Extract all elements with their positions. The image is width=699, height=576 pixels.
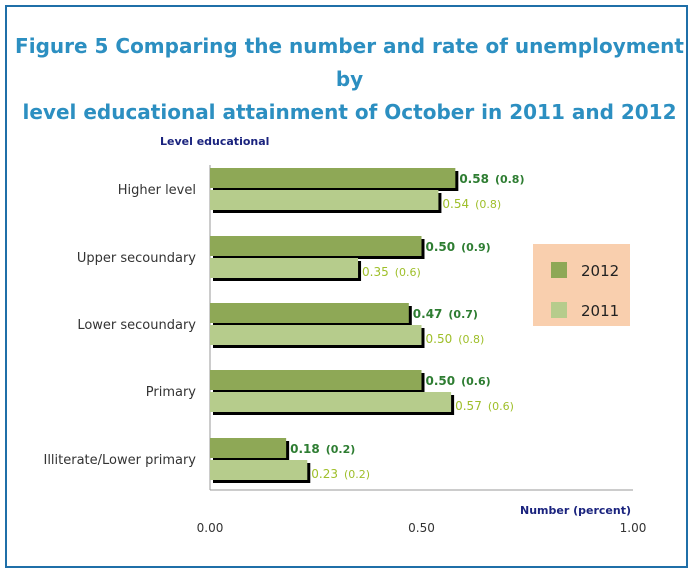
- value-label: 0.47: [413, 307, 443, 321]
- value-label: 0.18: [290, 442, 320, 456]
- data-label-2011: 0.50 (0.8): [426, 332, 485, 346]
- legend-swatch-2012: [551, 262, 567, 278]
- rate-label: (0.8): [495, 173, 525, 186]
- legend-label-2012: 2012: [581, 262, 619, 280]
- rate-label: (0.6): [461, 375, 491, 388]
- value-label: 0.54: [442, 197, 469, 211]
- data-label-2012: 0.50 (0.9): [426, 240, 491, 254]
- value-label: 0.57: [455, 399, 482, 413]
- value-label: 0.50: [426, 240, 456, 254]
- bar-2012: [210, 168, 456, 188]
- bar-2012: [210, 370, 422, 390]
- data-label-2011: 0.23 (0.2): [311, 467, 370, 481]
- legend-swatch-2011: [551, 302, 567, 318]
- data-label-2012: 0.58 (0.8): [459, 172, 524, 186]
- rate-label: (0.6): [488, 400, 514, 413]
- bar-2012: [210, 438, 287, 458]
- data-label-2011: 0.54 (0.8): [442, 197, 501, 211]
- rate-label: (0.8): [475, 198, 501, 211]
- rate-label: (0.8): [458, 333, 484, 346]
- data-label-2012: 0.47 (0.7): [413, 307, 478, 321]
- bar-2012: [210, 236, 422, 256]
- title-line-2: level educational attainment of October …: [22, 100, 677, 124]
- value-label: 0.35: [362, 265, 389, 279]
- data-label-2012: 0.18 (0.2): [290, 442, 355, 456]
- y-axis-title: Level educational: [160, 135, 269, 148]
- category-label: Primary: [146, 385, 197, 400]
- value-label: 0.50: [426, 374, 456, 388]
- data-label-2012: 0.50 (0.6): [426, 374, 491, 388]
- x-tick-label: 1.00: [620, 521, 647, 535]
- data-label-2011: 0.57 (0.6): [455, 399, 514, 413]
- rate-label: (0.9): [461, 241, 491, 254]
- data-label-2011: 0.35 (0.6): [362, 265, 421, 279]
- bar-2012: [210, 303, 409, 323]
- x-tick-label: 0.00: [197, 521, 224, 535]
- legend-label-2011: 2011: [581, 302, 619, 320]
- category-label: Higher level: [118, 183, 196, 198]
- category-label: Illiterate/Lower primary: [43, 453, 196, 468]
- bar-2011: [210, 190, 439, 210]
- category-label: Upper secoundary: [77, 251, 196, 266]
- bar-2011: [210, 325, 422, 345]
- rate-label: (0.6): [395, 266, 421, 279]
- value-label: 0.58: [459, 172, 489, 186]
- bar-2011: [210, 258, 359, 278]
- value-label: 0.50: [426, 332, 453, 346]
- bar-2011: [210, 392, 452, 412]
- chart-title: Figure 5 Comparing the number and rate o…: [0, 30, 699, 129]
- rate-label: (0.2): [344, 468, 370, 481]
- x-axis-title: Number (percent): [520, 504, 631, 517]
- x-tick-label: 0.50: [408, 521, 435, 535]
- legend-box: [533, 244, 630, 326]
- bar-2011: [210, 460, 308, 480]
- category-label: Lower secoundary: [77, 318, 196, 333]
- rate-label: (0.7): [448, 308, 478, 321]
- rate-label: (0.2): [326, 443, 356, 456]
- value-label: 0.23: [311, 467, 338, 481]
- title-line-1: Figure 5 Comparing the number and rate o…: [15, 34, 684, 91]
